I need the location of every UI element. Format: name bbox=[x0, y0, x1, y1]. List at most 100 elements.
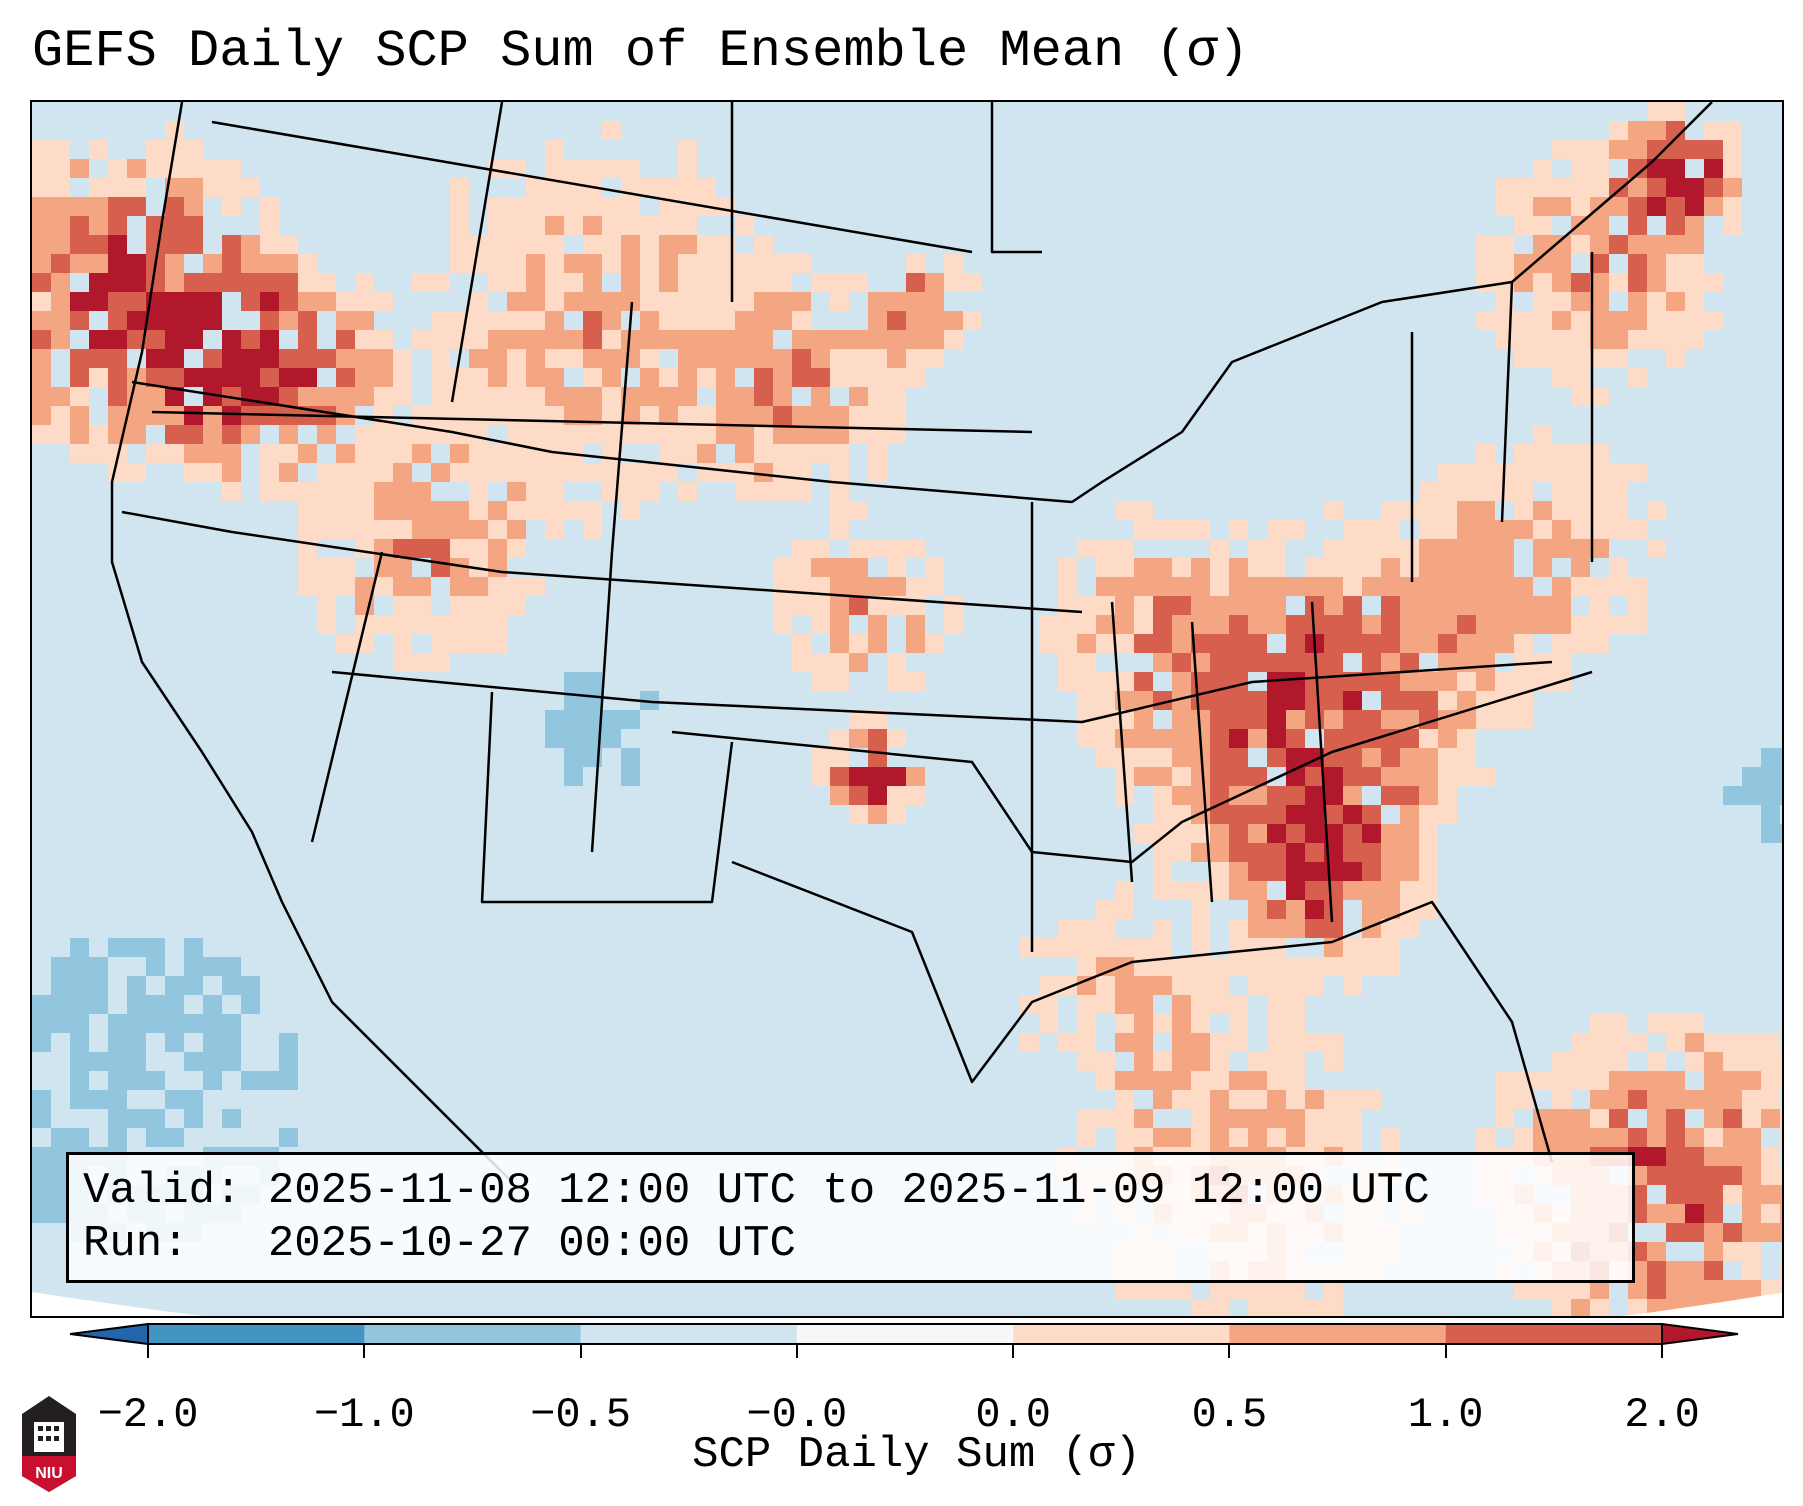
scp-grid-cell bbox=[1343, 710, 1362, 729]
scp-grid-cell bbox=[830, 463, 849, 482]
scp-grid-cell bbox=[1590, 482, 1609, 501]
scp-grid-cell bbox=[374, 349, 393, 368]
scp-grid-cell bbox=[1267, 539, 1286, 558]
scp-grid-cell bbox=[1172, 1090, 1191, 1109]
scp-grid-cell bbox=[1286, 577, 1305, 596]
scp-grid-cell bbox=[1210, 1128, 1229, 1147]
scp-grid-cell bbox=[944, 273, 963, 292]
scp-grid-cell bbox=[507, 539, 526, 558]
scp-grid-cell bbox=[697, 235, 716, 254]
scp-grid-cell bbox=[621, 197, 640, 216]
colorbar bbox=[70, 1322, 1739, 1346]
scp-grid-cell bbox=[1780, 1052, 1782, 1071]
scp-grid-cell bbox=[279, 273, 298, 292]
scp-grid-cell bbox=[1552, 1109, 1571, 1128]
scp-grid-cell bbox=[1153, 786, 1172, 805]
scp-grid-cell bbox=[678, 216, 697, 235]
scp-grid-cell bbox=[868, 368, 887, 387]
scp-grid-cell bbox=[1305, 976, 1324, 995]
scp-grid-cell bbox=[260, 330, 279, 349]
scp-grid-cell bbox=[1248, 862, 1267, 881]
scp-grid-cell bbox=[260, 273, 279, 292]
scp-grid-cell bbox=[1685, 273, 1704, 292]
scp-grid-cell bbox=[1628, 216, 1647, 235]
scp-grid-cell bbox=[51, 330, 70, 349]
scp-grid-cell bbox=[1495, 615, 1514, 634]
scp-grid-cell bbox=[1058, 653, 1077, 672]
scp-grid-cell bbox=[374, 425, 393, 444]
scp-grid-cell bbox=[1419, 672, 1438, 691]
scp-grid-cell bbox=[1324, 1109, 1343, 1128]
scp-grid-cell bbox=[70, 1014, 89, 1033]
scp-grid-cell bbox=[1096, 691, 1115, 710]
scp-grid-cell bbox=[184, 1090, 203, 1109]
scp-grid-cell bbox=[1115, 976, 1134, 995]
scp-grid-cell bbox=[1267, 1052, 1286, 1071]
scp-grid-cell bbox=[1495, 1109, 1514, 1128]
scp-grid-cell bbox=[1362, 938, 1381, 957]
scp-grid-cell bbox=[1286, 900, 1305, 919]
scp-grid-cell bbox=[1457, 501, 1476, 520]
scp-grid-cell bbox=[1381, 539, 1400, 558]
scp-grid-cell bbox=[1400, 653, 1419, 672]
colorbar-tick-mark bbox=[795, 1344, 798, 1358]
scp-grid-cell bbox=[317, 501, 336, 520]
scp-grid-cell bbox=[184, 976, 203, 995]
scp-grid-cell bbox=[602, 330, 621, 349]
scp-grid-cell bbox=[735, 273, 754, 292]
scp-grid-cell bbox=[184, 330, 203, 349]
scp-grid-cell bbox=[735, 406, 754, 425]
scp-grid-cell bbox=[1590, 1109, 1609, 1128]
scp-grid-cell bbox=[1134, 501, 1153, 520]
scp-grid-cell bbox=[165, 368, 184, 387]
scp-grid-cell bbox=[336, 558, 355, 577]
scp-grid-cell bbox=[811, 368, 830, 387]
scp-grid-cell bbox=[431, 330, 450, 349]
scp-grid-cell bbox=[488, 235, 507, 254]
scp-grid-cell bbox=[298, 520, 317, 539]
scp-grid-cell bbox=[1647, 1166, 1666, 1185]
scp-grid-cell bbox=[507, 425, 526, 444]
scp-grid-cell bbox=[1628, 577, 1647, 596]
scp-grid-cell bbox=[1362, 767, 1381, 786]
scp-grid-cell bbox=[412, 425, 431, 444]
scp-grid-cell bbox=[564, 292, 583, 311]
scp-grid-cell bbox=[1305, 919, 1324, 938]
scp-grid-cell bbox=[1476, 482, 1495, 501]
scp-grid-cell bbox=[1172, 672, 1191, 691]
scp-grid-cell bbox=[488, 387, 507, 406]
scp-grid-cell bbox=[1267, 1109, 1286, 1128]
scp-grid-cell bbox=[469, 387, 488, 406]
scp-grid-cell bbox=[222, 349, 241, 368]
scp-grid-cell bbox=[1723, 197, 1742, 216]
scp-grid-cell bbox=[1761, 767, 1780, 786]
scp-grid-cell bbox=[1609, 197, 1628, 216]
scp-grid-cell bbox=[1438, 748, 1457, 767]
scp-grid-cell bbox=[1115, 729, 1134, 748]
scp-grid-cell bbox=[488, 349, 507, 368]
scp-grid-cell bbox=[203, 957, 222, 976]
scp-grid-cell bbox=[1400, 558, 1419, 577]
scp-grid-cell bbox=[1229, 653, 1248, 672]
scp-grid-cell bbox=[1096, 1052, 1115, 1071]
scp-grid-cell bbox=[1248, 634, 1267, 653]
scp-grid-cell bbox=[1305, 881, 1324, 900]
scp-grid-cell bbox=[70, 1071, 89, 1090]
scp-grid-cell bbox=[70, 159, 89, 178]
scp-grid-cell bbox=[1552, 140, 1571, 159]
scp-grid-cell bbox=[1343, 691, 1362, 710]
scp-grid-cell bbox=[355, 577, 374, 596]
scp-grid-cell bbox=[1362, 634, 1381, 653]
scp-grid-cell bbox=[1685, 140, 1704, 159]
scp-grid-cell bbox=[830, 368, 849, 387]
scp-grid-cell bbox=[1210, 634, 1229, 653]
scp-grid-cell bbox=[526, 463, 545, 482]
scp-grid-cell bbox=[1514, 1128, 1533, 1147]
scp-grid-cell bbox=[1172, 596, 1191, 615]
scp-grid-cell bbox=[735, 330, 754, 349]
scp-grid-cell bbox=[1286, 805, 1305, 824]
scp-grid-cell bbox=[583, 273, 602, 292]
scp-grid-cell bbox=[1172, 1033, 1191, 1052]
scp-grid-cell bbox=[222, 1109, 241, 1128]
boundary-line bbox=[731, 860, 1554, 1163]
